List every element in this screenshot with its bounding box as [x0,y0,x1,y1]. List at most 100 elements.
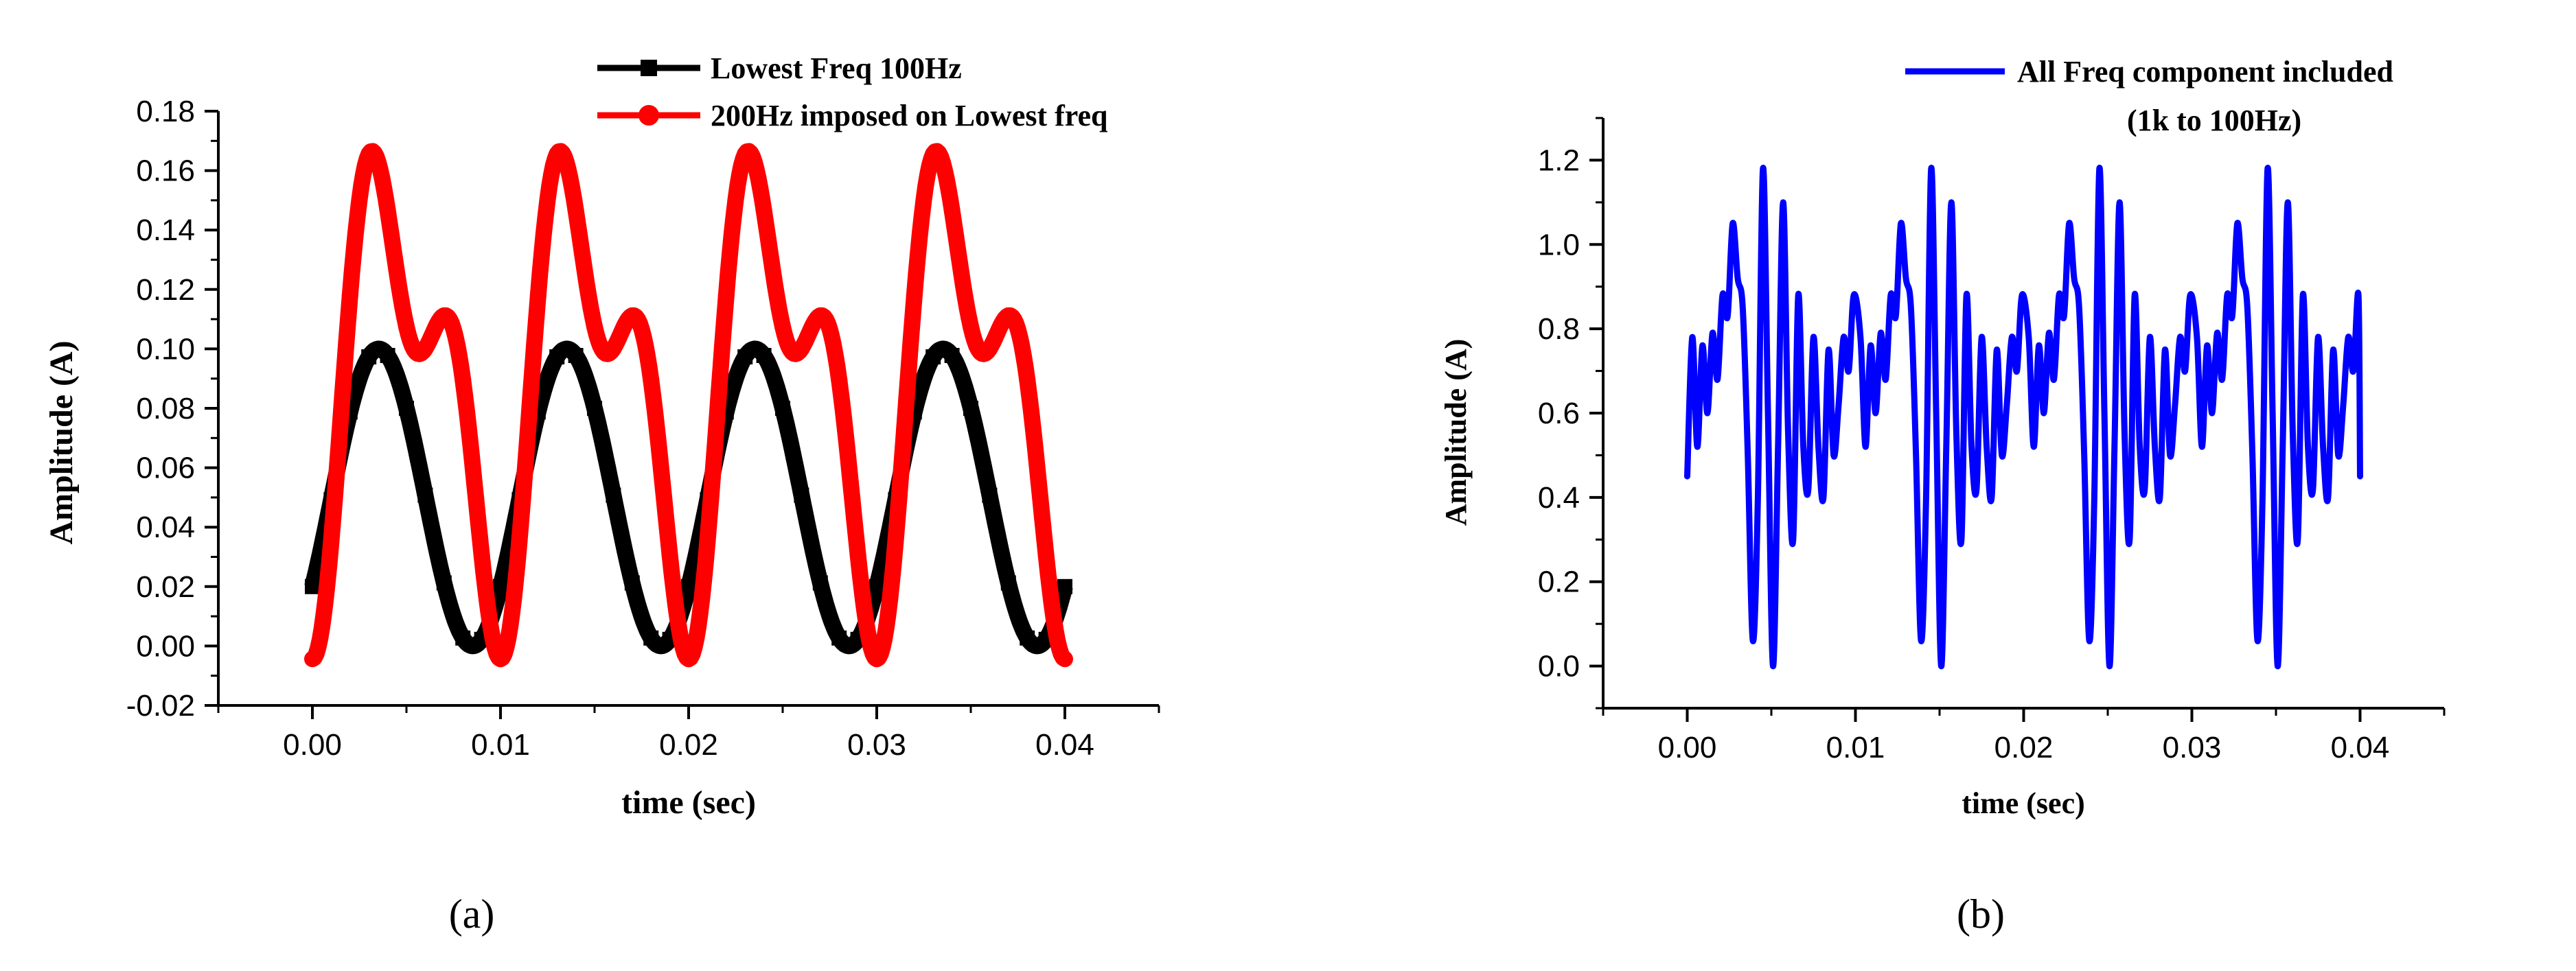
data-point-200hz [812,307,829,324]
legend-label-200hz: 200Hz imposed on Lowest freq [711,99,1108,132]
data-point-200hz [473,546,490,563]
panel-a-legend: Lowest Freq 100Hz 200Hz imposed on Lowes… [597,51,1108,132]
data-point-lowest-freq [1020,630,1035,646]
panel-a-ytick-label: 0.16 [136,154,195,188]
panel-b-xlabel: time (sec) [1962,786,2085,820]
series-line-all-freq [1684,165,2363,670]
data-point-200hz [605,340,622,358]
data-point-200hz [511,533,528,550]
panel-a-ytick-label: 0.04 [136,511,195,544]
data-point-200hz [529,287,547,304]
data-point-lowest-freq [737,349,753,365]
data-point-200hz [341,287,358,304]
panel-a-series-layer [304,143,1073,668]
data-point-200hz [492,651,509,668]
data-point-lowest-freq [417,487,433,503]
data-point-200hz [925,145,942,163]
data-point-200hz [1037,546,1055,563]
data-point-lowest-freq [606,487,621,503]
panel-a-ytick-label: 0.18 [136,95,195,128]
data-point-200hz [643,371,660,388]
data-point-200hz [1019,371,1036,388]
panel-a-label: (a) [449,891,495,937]
panel-b-ytick-label: 0.6 [1538,397,1580,430]
panel-b-ytick-label: 1.2 [1538,143,1580,177]
panel-a-xtick-label: 0.03 [847,728,906,762]
panel-a-ytick-label: 0.02 [136,570,195,604]
data-point-lowest-freq [587,401,602,417]
data-point-lowest-freq [1057,578,1072,594]
data-point-200hz [831,371,848,388]
panel-a: -0.02 0.00 0.02 0.04 0.06 0.08 0.10 0.12 0.14 0.1… [43,51,1160,937]
data-point-200hz [1057,651,1073,668]
panel-b-xtick-label: 0.01 [1826,731,1885,764]
panel-a-ytick-label: 0.06 [136,452,195,485]
data-point-200hz [304,651,321,668]
data-point-lowest-freq [436,575,452,591]
data-point-lowest-freq [624,575,640,591]
panel-a-xtick-label: 0.01 [471,728,530,762]
panel-b-label: (b) [1957,891,2005,937]
data-point-lowest-freq [380,348,395,364]
data-point-200hz [943,202,961,219]
data-point-200hz [398,318,415,336]
panel-b-ytick-label: 1.0 [1538,228,1580,261]
data-point-200hz [699,533,716,550]
panel-b-legend: All Freq component included (1k to 100Hz… [1905,55,2393,137]
panel-b-axes: 0.0 0.2 0.4 0.6 0.8 1.0 1.2 0.00 0.01 0.02 0.03 0.0… [1538,117,2446,764]
data-point-200hz [680,651,697,668]
panel-b-xtick-label: 0.00 [1658,731,1717,764]
panel-b-xtick-label: 0.04 [2331,731,2390,764]
data-point-lowest-freq [869,578,884,594]
data-point-lowest-freq [963,401,978,417]
legend-label-lowest-freq: Lowest Freq 100Hz [711,51,962,85]
data-point-lowest-freq [794,487,809,503]
data-point-200hz [661,546,678,563]
data-point-200hz [887,533,904,550]
panel-a-xlabel: time (sec) [621,784,756,821]
data-point-200hz [737,145,754,163]
panel-b-xtick-label: 0.02 [1994,731,2054,764]
data-point-lowest-freq [305,578,320,594]
data-point-lowest-freq [982,487,998,503]
data-point-lowest-freq [643,630,659,646]
panel-b-ytick-label: 0.8 [1538,312,1580,346]
panel-a-ytick-label: 0.10 [136,332,195,366]
panel-a-ytick-label: 0.00 [136,629,195,663]
data-point-200hz [567,202,584,219]
panel-b-ylabel: Amplitude (A) [1439,339,1473,526]
data-point-200hz [981,340,998,358]
data-point-200hz [793,340,810,358]
data-point-lowest-freq [568,348,584,364]
data-point-lowest-freq [399,401,414,417]
data-point-200hz [963,318,979,336]
legend-label-all-freq: All Freq component included [2017,55,2393,89]
data-point-200hz [417,340,434,358]
panel-a-xtick-label: 0.04 [1035,728,1094,762]
data-point-200hz [717,287,735,304]
data-point-200hz [755,202,772,219]
data-point-200hz [360,145,378,163]
panel-a-ytick-label: 0.12 [136,273,195,307]
data-point-lowest-freq [944,348,960,364]
legend-marker-square [641,60,657,76]
data-point-lowest-freq [1000,575,1016,591]
data-point-lowest-freq [925,349,941,365]
panel-b-xtick-label: 0.03 [2163,731,2222,764]
data-point-lowest-freq [812,575,828,591]
data-point-lowest-freq [549,349,565,365]
data-point-lowest-freq [775,401,790,417]
panel-b-series-layer [1684,165,2363,670]
panel-b: 0.0 0.2 0.4 0.6 0.8 1.0 1.2 0.00 0.01 0.02 0.03 0.0… [1439,55,2446,937]
panel-a-ytick-label: -0.02 [126,689,195,723]
data-point-lowest-freq [831,630,847,646]
data-point-200hz [849,546,866,563]
data-point-lowest-freq [681,578,696,594]
data-point-200hz [455,371,472,388]
data-point-200hz [869,651,885,668]
data-point-lowest-freq [493,578,508,594]
panel-b-ytick-label: 0.4 [1538,481,1580,515]
panel-a-xtick-label: 0.00 [283,728,342,762]
data-point-200hz [586,318,603,336]
